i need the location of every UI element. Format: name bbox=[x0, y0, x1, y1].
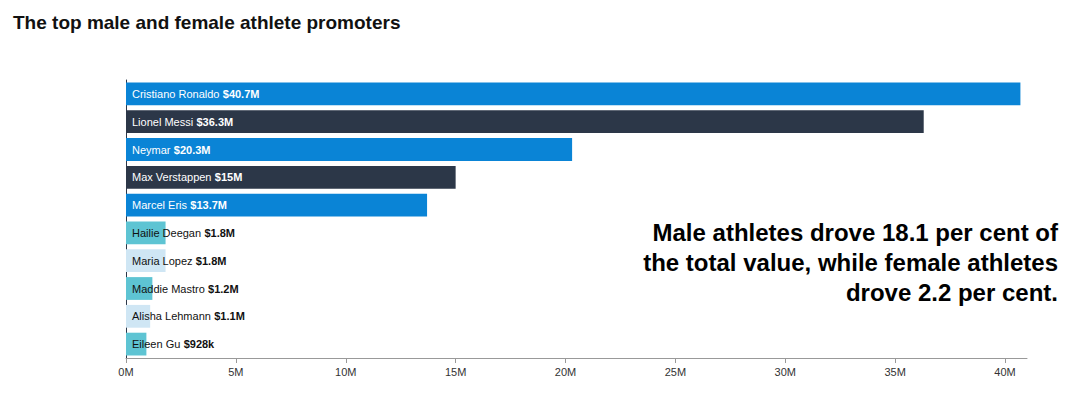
svg-text:Alisha Lehmann: Alisha Lehmann bbox=[132, 310, 211, 322]
svg-text:The top male and female athlet: The top male and female athlete promoter… bbox=[13, 12, 400, 33]
svg-text:$36.3M: $36.3M bbox=[196, 116, 233, 128]
svg-text:10M: 10M bbox=[335, 366, 356, 378]
svg-text:$20.3M: $20.3M bbox=[174, 144, 211, 156]
svg-text:$1.1M: $1.1M bbox=[214, 310, 245, 322]
svg-text:Neymar: Neymar bbox=[132, 144, 171, 156]
svg-text:Maria Lopez: Maria Lopez bbox=[132, 255, 193, 267]
svg-text:Lionel Messi: Lionel Messi bbox=[132, 116, 193, 128]
svg-text:$13.7M: $13.7M bbox=[190, 199, 227, 211]
svg-text:Maddie Mastro: Maddie Mastro bbox=[132, 283, 205, 295]
svg-text:Cristiano Ronaldo: Cristiano Ronaldo bbox=[132, 88, 219, 100]
svg-text:$40.7M: $40.7M bbox=[223, 88, 260, 100]
svg-text:40M: 40M bbox=[994, 366, 1015, 378]
svg-text:Hailie Deegan: Hailie Deegan bbox=[132, 227, 201, 239]
svg-text:0M: 0M bbox=[118, 366, 133, 378]
svg-text:25M: 25M bbox=[665, 366, 686, 378]
html-text:Male athletes drove 18.1 per c: Male athletes drove 18.1 per cent of the… bbox=[643, 219, 1058, 306]
svg-text:$1.8M: $1.8M bbox=[196, 255, 227, 267]
svg-text:$1.8M: $1.8M bbox=[204, 227, 235, 239]
svg-text:$1.2M: $1.2M bbox=[208, 283, 239, 295]
svg-text:20M: 20M bbox=[555, 366, 576, 378]
svg-text:Max Verstappen: Max Verstappen bbox=[132, 171, 212, 183]
svg-text:5M: 5M bbox=[228, 366, 243, 378]
svg-text:Eileen Gu: Eileen Gu bbox=[132, 338, 180, 350]
svg-text:$928k: $928k bbox=[184, 338, 215, 350]
svg-text:30M: 30M bbox=[775, 366, 796, 378]
svg-text:35M: 35M bbox=[884, 366, 905, 378]
svg-text:15M: 15M bbox=[445, 366, 466, 378]
svg-text:Marcel Eris: Marcel Eris bbox=[132, 199, 188, 211]
svg-text:$15M: $15M bbox=[215, 171, 243, 183]
